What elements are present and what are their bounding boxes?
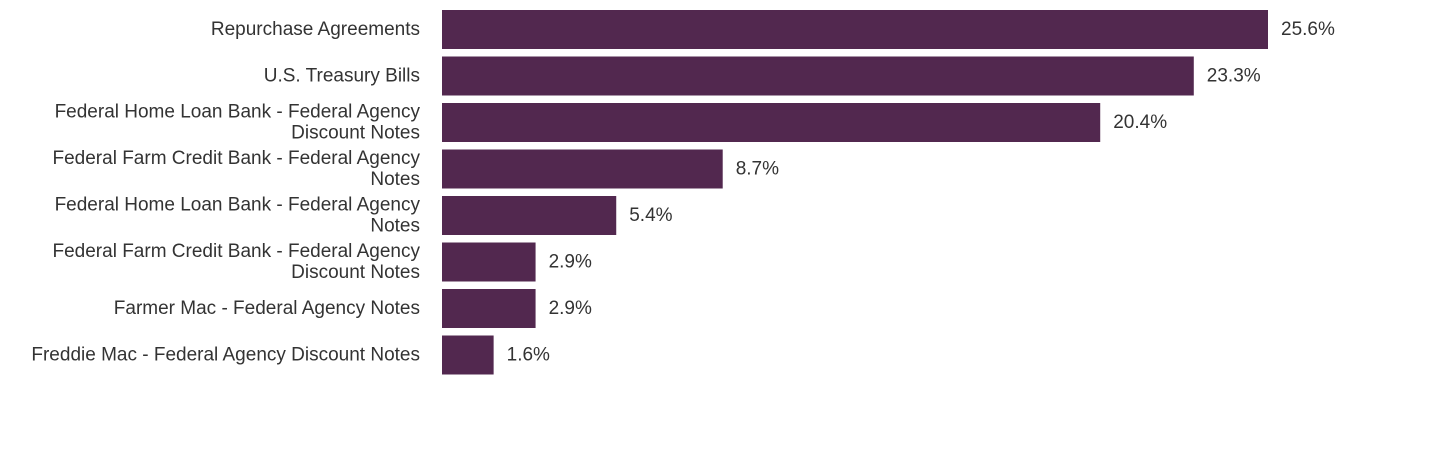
- category-label-4: Federal Farm Credit Bank - Federal Agenc…: [53, 148, 421, 190]
- category-label-2: U.S. Treasury Bills: [264, 66, 420, 87]
- value-label-6: 2.9%: [549, 252, 592, 273]
- bar-3: [442, 103, 1101, 142]
- category-label-3: Federal Home Loan Bank - Federal Agency D…: [55, 102, 421, 144]
- bar-2: [442, 56, 1194, 96]
- bar-7: [442, 289, 536, 328]
- category-label-6: Federal Farm Credit Bank - Federal Agenc…: [53, 241, 421, 283]
- category-label-1: Repurchase Agreements: [211, 19, 420, 40]
- value-label-8: 1.6%: [507, 345, 550, 366]
- bar-1: [442, 10, 1268, 49]
- value-label-5: 5.4%: [629, 205, 672, 226]
- value-label-2: 23.3%: [1207, 66, 1261, 87]
- bar-6: [442, 242, 536, 282]
- category-label-7: Farmer Mac - Federal Agency Notes: [114, 298, 420, 319]
- category-label-8: Freddie Mac - Federal Agency Discount No…: [31, 345, 420, 366]
- bar-4: [442, 149, 723, 189]
- category-label-5: Federal Home Loan Bank - Federal Agency N…: [55, 195, 421, 237]
- bar-5: [442, 196, 617, 235]
- bar-8: [442, 335, 494, 375]
- value-label-3: 20.4%: [1113, 112, 1167, 133]
- value-label-4: 8.7%: [736, 159, 779, 180]
- value-label-7: 2.9%: [549, 298, 592, 319]
- value-label-1: 25.6%: [1281, 19, 1335, 40]
